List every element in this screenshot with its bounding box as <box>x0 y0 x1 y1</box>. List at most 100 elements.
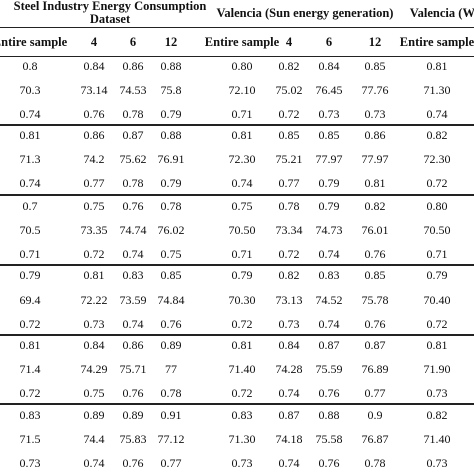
table-cell: 0.72 <box>19 317 41 331</box>
table-cell: 0.76 <box>160 317 182 331</box>
table-cell: 0.88 <box>160 59 182 73</box>
table-cell: 75.21 <box>275 152 303 166</box>
table-cell: 0.86 <box>122 338 144 352</box>
column-header: 12 <box>368 35 382 49</box>
table-cell: 0.71 <box>231 107 253 121</box>
column-header: Entire sample <box>0 35 68 49</box>
table-cell: 0.81 <box>231 128 253 142</box>
table-cell: 0.82 <box>426 408 448 422</box>
table-cell: 0.74 <box>278 456 300 470</box>
table-cell: 0.9 <box>367 408 383 422</box>
table-cell: 70.50 <box>423 223 451 237</box>
table-cell: 0.73 <box>426 456 448 470</box>
table-cell: 76.01 <box>361 223 389 237</box>
table-cell: 71.4 <box>19 362 41 376</box>
table-cell: 0.85 <box>364 59 386 73</box>
table-cell: 0.84 <box>278 338 300 352</box>
block-divider <box>0 264 474 266</box>
table-cell: 0.81 <box>231 338 253 352</box>
table-cell: 0.79 <box>318 199 340 213</box>
dataset-header-steel-line1: Steel Industry Energy Consumption <box>13 0 207 13</box>
table-cell: 0.85 <box>160 268 182 282</box>
table-cell: 0.86 <box>122 59 144 73</box>
table-cell: 77 <box>165 362 177 376</box>
table-cell: 71.5 <box>19 432 41 446</box>
table-cell: 0.71 <box>426 247 448 261</box>
table-cell: 74.53 <box>119 83 147 97</box>
column-header: Entire sample <box>204 35 280 49</box>
table-cell: 0.76 <box>364 317 386 331</box>
table-cell: 0.77 <box>278 176 300 190</box>
table-cell: 0.76 <box>122 456 144 470</box>
column-header: 6 <box>325 35 333 49</box>
table-cell: 0.88 <box>160 128 182 142</box>
header-divider <box>0 27 474 28</box>
table-cell: 70.30 <box>228 293 256 307</box>
table-cell: 77.12 <box>157 432 185 446</box>
table-cell: 0.74 <box>83 456 105 470</box>
table-cell: 0.78 <box>122 107 144 121</box>
table-cell: 74.52 <box>315 293 343 307</box>
table-cell: 0.74 <box>318 247 340 261</box>
table-cell: 76.91 <box>157 152 185 166</box>
table-cell: 74.74 <box>119 223 147 237</box>
table-cell: 0.78 <box>278 199 300 213</box>
column-header: 4 <box>285 35 293 49</box>
block-divider <box>0 334 474 336</box>
table-cell: 75.71 <box>119 362 147 376</box>
table-cell: 0.85 <box>278 128 300 142</box>
table-cell: 0.81 <box>19 338 41 352</box>
table-cell: 74.4 <box>83 432 105 446</box>
table-cell: 0.81 <box>83 268 105 282</box>
table-cell: 0.81 <box>364 176 386 190</box>
table-cell: 0.76 <box>122 386 144 400</box>
table-cell: 0.81 <box>19 128 41 142</box>
table-cell: 0.83 <box>231 408 253 422</box>
table-cell: 0.74 <box>19 107 41 121</box>
table-cell: 77.76 <box>361 83 389 97</box>
table-cell: 0.72 <box>278 247 300 261</box>
table-cell: 0.78 <box>160 199 182 213</box>
table-cell: 73.35 <box>80 223 108 237</box>
table-cell: 0.72 <box>231 317 253 331</box>
table-cell: 0.79 <box>231 268 253 282</box>
table-cell: 71.30 <box>423 83 451 97</box>
table-cell: 70.5 <box>19 223 41 237</box>
table-cell: 72.30 <box>423 152 451 166</box>
dataset-header-valencia-wind: Valencia (Wi <box>409 6 474 20</box>
column-header-divider <box>0 56 474 57</box>
table-cell: 0.79 <box>160 176 182 190</box>
table-cell: 75.02 <box>275 83 303 97</box>
table-cell: 0.76 <box>122 199 144 213</box>
table-cell: 0.78 <box>122 176 144 190</box>
table-cell: 0.75 <box>231 199 253 213</box>
table-cell: 0.71 <box>231 247 253 261</box>
table-cell: 0.81 <box>426 338 448 352</box>
table-cell: 0.89 <box>160 338 182 352</box>
table-cell: 0.80 <box>426 199 448 213</box>
table-cell: 76.02 <box>157 223 185 237</box>
table-cell: 75.83 <box>119 432 147 446</box>
table-cell: 0.7 <box>22 199 38 213</box>
table-cell: 72.30 <box>228 152 256 166</box>
column-header: Entire sample <box>399 35 474 49</box>
column-header: 4 <box>90 35 98 49</box>
dataset-header-steel: Steel Industry Energy Consumption Datase… <box>0 0 272 26</box>
table-cell: 70.3 <box>19 83 41 97</box>
dataset-header-valencia-sun: Valencia (Sun energy generation) <box>216 6 394 20</box>
table-cell: 0.73 <box>231 456 253 470</box>
table-cell: 0.85 <box>318 128 340 142</box>
table-cell: 0.84 <box>318 59 340 73</box>
table-cell: 0.87 <box>122 128 144 142</box>
table-cell: 74.18 <box>275 432 303 446</box>
table-cell: 0.79 <box>318 176 340 190</box>
table-cell: 0.78 <box>160 386 182 400</box>
table-cell: 0.73 <box>278 317 300 331</box>
table-cell: 76.87 <box>361 432 389 446</box>
table-cell: 70.40 <box>423 293 451 307</box>
table-cell: 0.84 <box>83 59 105 73</box>
dataset-header-steel-line2: Dataset <box>89 12 131 26</box>
table-cell: 74.28 <box>275 362 303 376</box>
column-header: 12 <box>164 35 178 49</box>
